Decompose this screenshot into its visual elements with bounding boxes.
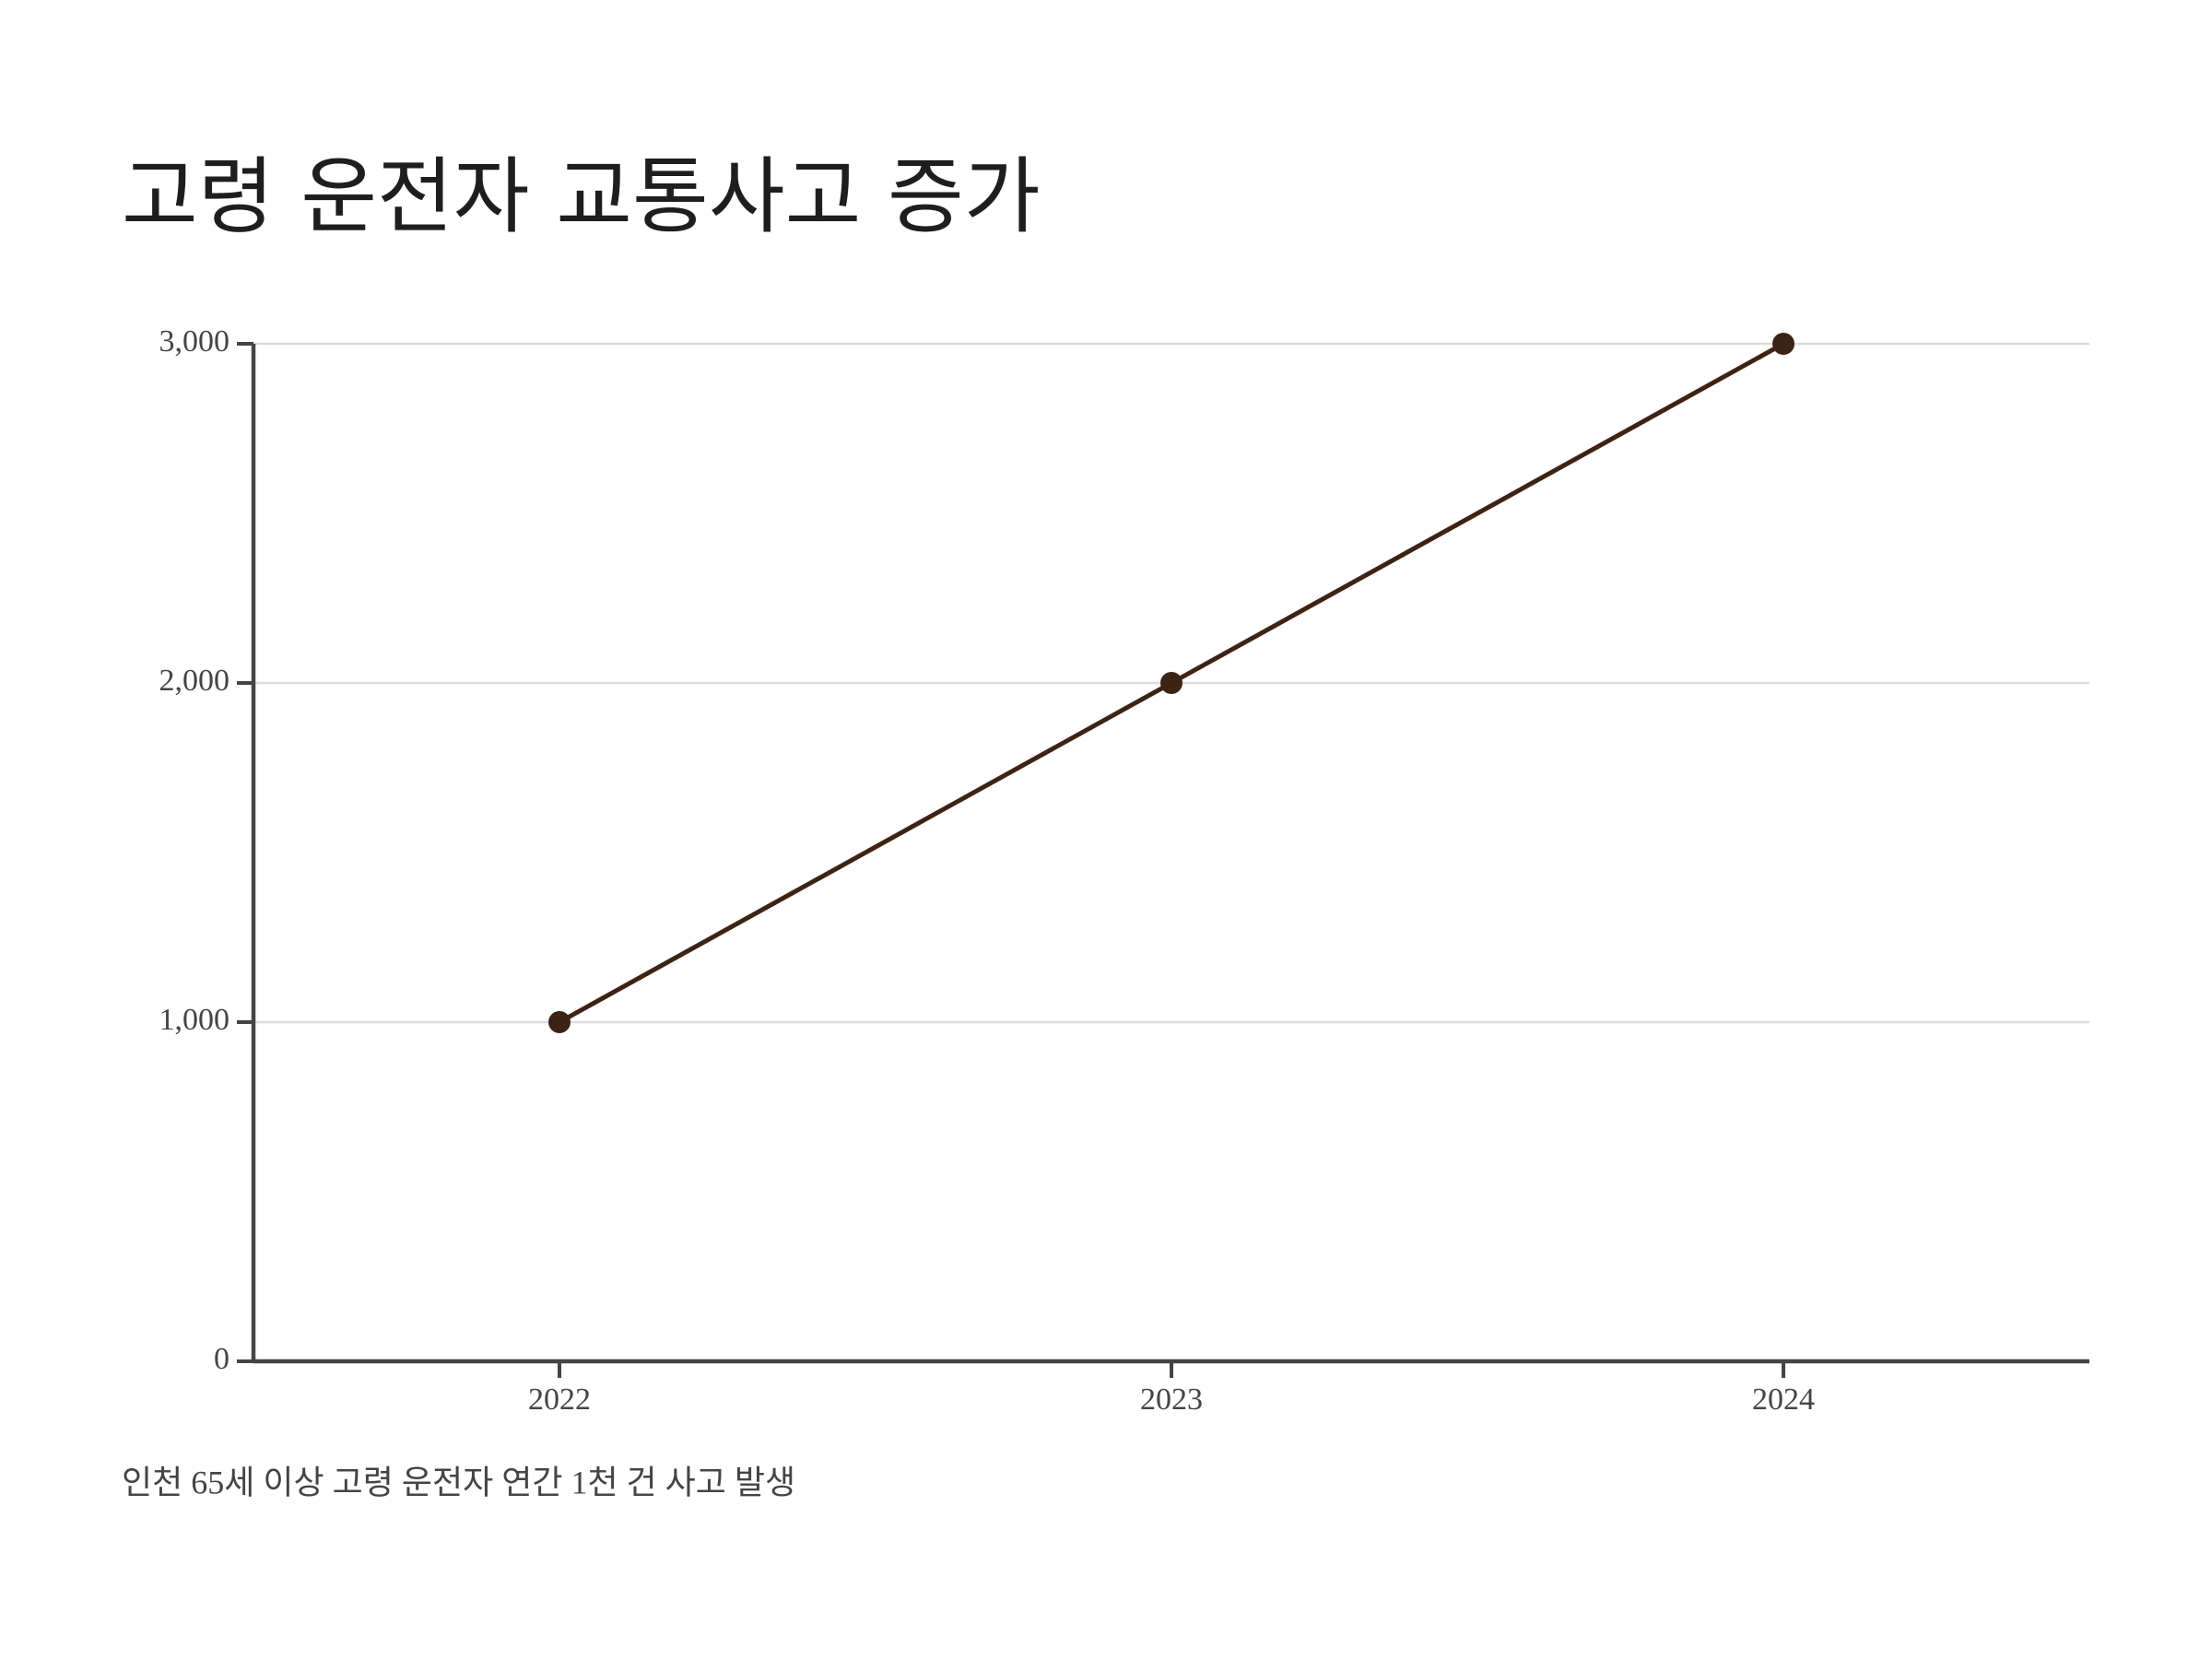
x-tick-label: 2023 xyxy=(1140,1382,1203,1417)
chart-title: 고령 운전자 교통사고 증가 xyxy=(122,148,1041,245)
y-tick-label: 0 xyxy=(214,1342,229,1376)
data-point xyxy=(1772,333,1794,355)
data-point xyxy=(1160,672,1182,694)
x-tick-label: 2022 xyxy=(528,1382,591,1417)
y-tick-label: 3,000 xyxy=(159,324,230,359)
x-tick-label: 2024 xyxy=(1752,1382,1815,1417)
y-tick-label: 1,000 xyxy=(159,1003,230,1037)
y-tick-label: 2,000 xyxy=(159,664,230,698)
data-point xyxy=(548,1011,571,1033)
caption: 인천 65세 이상 고령 운전자 연간 1천 건 사고 발생 xyxy=(122,1464,795,1500)
